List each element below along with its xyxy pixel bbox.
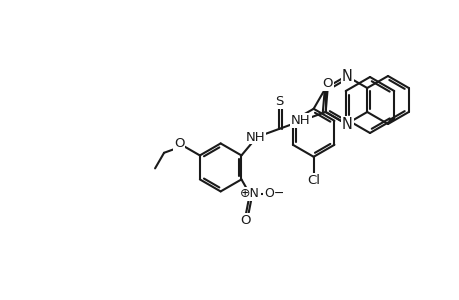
Text: O: O [240, 214, 251, 227]
Text: O−: O− [263, 188, 284, 200]
Text: S: S [274, 95, 283, 108]
Text: N: N [341, 116, 352, 131]
Text: O: O [174, 137, 184, 150]
Text: O: O [322, 77, 332, 90]
Text: NH: NH [291, 114, 310, 127]
Text: N: N [341, 68, 352, 83]
Text: ⊕N: ⊕N [240, 188, 259, 200]
Text: NH: NH [246, 130, 265, 143]
Text: Cl: Cl [307, 174, 319, 187]
